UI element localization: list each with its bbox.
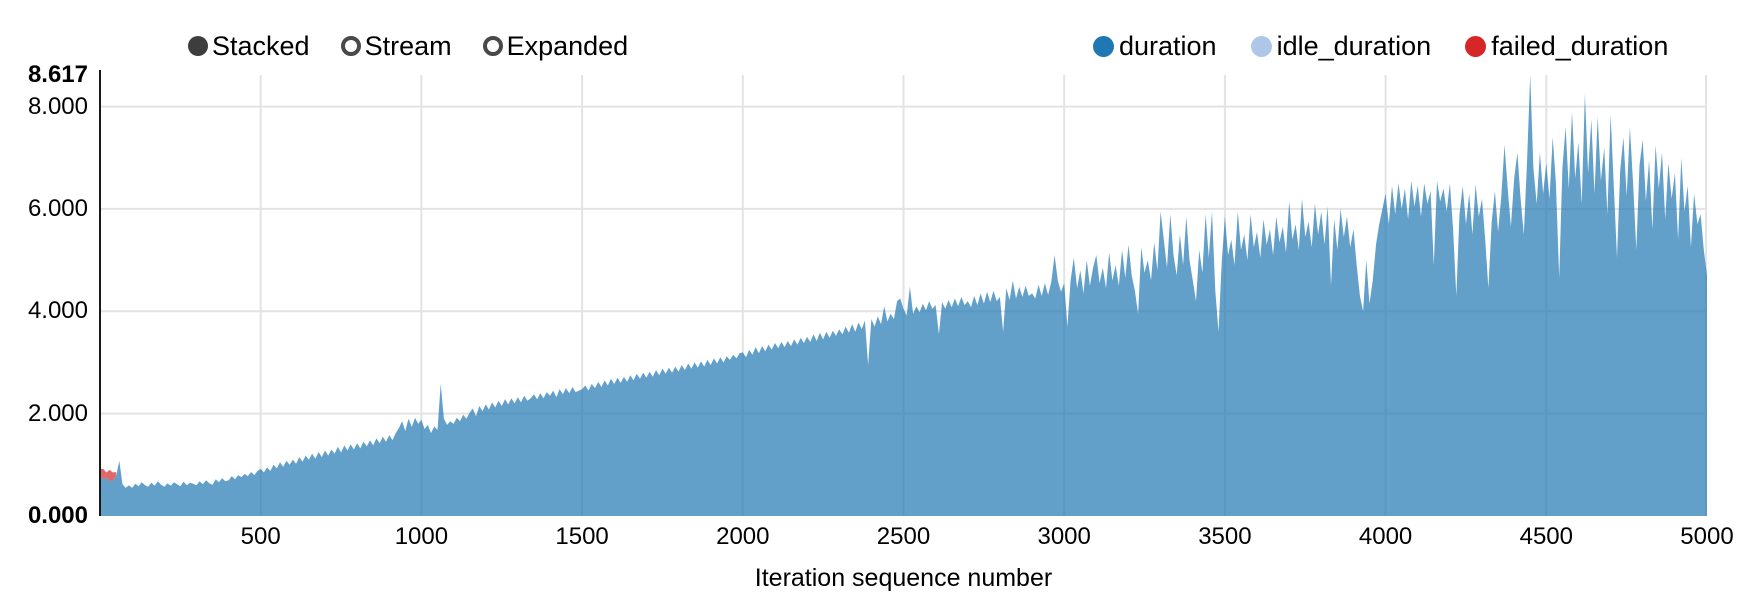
legend-item-label: duration <box>1119 31 1217 61</box>
radio-icon[interactable] <box>340 36 361 56</box>
mode-option-stacked[interactable]: Stacked <box>188 31 310 61</box>
radio-selected-icon[interactable] <box>188 36 208 56</box>
y-tick-label: 0.000 <box>27 502 88 529</box>
chart-mode-controls: Stacked Stream Expanded <box>188 31 628 61</box>
x-tick-label: 2000 <box>716 523 770 550</box>
x-tick-label: 500 <box>240 523 281 550</box>
mode-option-expanded[interactable]: Expanded <box>482 31 629 61</box>
legend-dot-icon <box>1465 35 1487 57</box>
y-tick-label: 4.000 <box>27 297 88 325</box>
x-tick-label: 1000 <box>394 523 449 550</box>
stacked-area-svg <box>100 75 1707 516</box>
mode-option-label: Expanded <box>506 31 629 61</box>
mode-option-stream[interactable]: Stream <box>340 31 452 61</box>
x-tick-label: 2500 <box>876 523 931 550</box>
chart-legend: duration idle_duration failed_duration <box>1093 31 1668 61</box>
legend-dot-icon <box>1250 35 1272 57</box>
x-tick-label: 4000 <box>1358 523 1413 550</box>
y-tick-label: 2.000 <box>27 399 88 427</box>
x-axis-title: Iteration sequence number <box>754 564 1053 592</box>
legend-item-duration[interactable]: duration <box>1093 31 1217 61</box>
legend-dot-icon <box>1093 35 1114 57</box>
area-series-duration <box>100 75 1707 516</box>
radio-icon[interactable] <box>482 36 503 56</box>
x-tick-label: 3000 <box>1037 523 1091 550</box>
legend-item-failed_duration[interactable]: failed_duration <box>1465 31 1668 61</box>
y-tick-label: 8.617 <box>27 61 88 88</box>
x-tick-label: 5000 <box>1680 523 1734 550</box>
mode-option-label: Stacked <box>212 31 310 61</box>
area-series-failed_duration <box>100 468 117 482</box>
legend-item-label: idle_duration <box>1276 31 1432 61</box>
x-tick-label: 4500 <box>1519 523 1573 550</box>
y-axis-line <box>99 70 101 516</box>
x-tick-label: 1500 <box>555 523 609 550</box>
y-tick-label: 6.000 <box>27 194 88 222</box>
plot-area <box>100 75 1707 516</box>
legend-item-idle_duration[interactable]: idle_duration <box>1250 31 1432 61</box>
x-tick-label: 3500 <box>1198 523 1252 550</box>
mode-option-label: Stream <box>364 31 452 61</box>
y-tick-label: 8.000 <box>27 92 88 120</box>
legend-item-label: failed_duration <box>1491 31 1669 61</box>
